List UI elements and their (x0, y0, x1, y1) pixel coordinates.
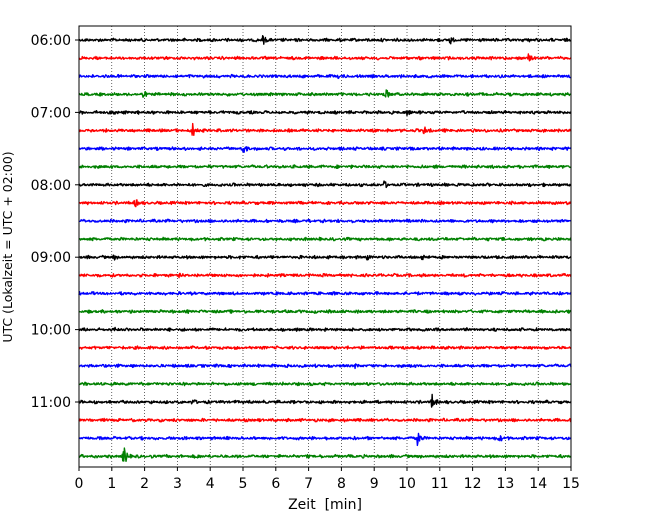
trace-1115 (78, 417, 572, 423)
y-axis-label: UTC (Lokalzeit = UTC + 02:00) (0, 151, 15, 342)
plot-area-frame (78, 25, 572, 468)
trace-0615 (78, 53, 572, 62)
trace-1030 (78, 363, 572, 370)
x-axis-label: Zeit [min] (288, 497, 362, 513)
trace-0830 (78, 218, 572, 224)
x-tick-label: 14 (529, 476, 547, 492)
trace-1145 (78, 447, 572, 463)
trace-0600 (78, 35, 572, 45)
y-tick-label: 09:00 (31, 250, 71, 266)
trace-0815 (78, 199, 572, 208)
x-tick-label: 15 (562, 476, 580, 492)
y-tick-label: 07:00 (31, 105, 71, 121)
x-tick-label: 9 (370, 476, 379, 492)
x-tick-label: 11 (431, 476, 449, 492)
x-axis-ticks: 0 1 2 3 4 5 6 7 8 9 10 11 12 13 14 15 (75, 467, 580, 492)
y-tick-label: 10:00 (31, 323, 71, 339)
x-tick-label: 5 (239, 476, 248, 492)
traces (78, 35, 572, 463)
trace-0800 (78, 180, 572, 189)
x-tick-label: 2 (140, 476, 149, 492)
y-axis-ticks: 06:00 07:00 08:00 09:00 10:00 11:00 (31, 33, 79, 411)
y-tick-label: 06:00 (31, 33, 71, 49)
x-tick-label: 3 (173, 476, 182, 492)
x-tick-label: 1 (107, 476, 116, 492)
trace-0645 (78, 89, 572, 98)
trace-0930 (78, 291, 572, 296)
trace-0945 (78, 309, 572, 314)
trace-0630 (78, 73, 572, 80)
x-tick-label: 6 (271, 476, 280, 492)
x-tick-label: 10 (398, 476, 416, 492)
trace-0845 (78, 236, 572, 242)
x-tick-label: 0 (75, 476, 84, 492)
trace-0700 (78, 109, 572, 117)
y-tick-label: 08:00 (31, 178, 71, 194)
x-tick-label: 12 (464, 476, 482, 492)
x-tick-label: 8 (337, 476, 346, 492)
trace-0915 (78, 272, 572, 279)
x-tick-label: 4 (206, 476, 215, 492)
trace-1045 (78, 381, 572, 387)
trace-0900 (78, 254, 572, 261)
trace-0745 (78, 164, 572, 170)
x-tick-label: 7 (304, 476, 313, 492)
trace-1015 (78, 345, 572, 351)
x-tick-label: 13 (496, 476, 514, 492)
trace-0730 (78, 146, 572, 153)
trace-1100 (78, 393, 572, 408)
y-tick-label: 11:00 (31, 395, 71, 411)
trace-0715 (78, 122, 572, 136)
trace-1130 (78, 432, 572, 447)
trace-1000 (78, 326, 572, 332)
